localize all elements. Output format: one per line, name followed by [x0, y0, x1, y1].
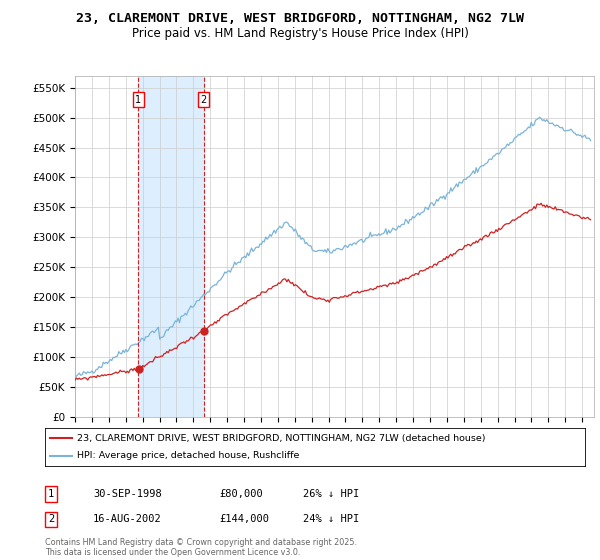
Text: £144,000: £144,000: [219, 514, 269, 524]
Text: Contains HM Land Registry data © Crown copyright and database right 2025.
This d: Contains HM Land Registry data © Crown c…: [45, 538, 357, 557]
Text: 16-AUG-2002: 16-AUG-2002: [93, 514, 162, 524]
Bar: [139, 76, 204, 417]
Text: HPI: Average price, detached house, Rushcliffe: HPI: Average price, detached house, Rush…: [77, 451, 300, 460]
Text: 2: 2: [48, 514, 54, 524]
Text: 1: 1: [136, 95, 142, 105]
Text: 23, CLAREMONT DRIVE, WEST BRIDGFORD, NOTTINGHAM, NG2 7LW (detached house): 23, CLAREMONT DRIVE, WEST BRIDGFORD, NOT…: [77, 433, 486, 442]
Text: 30-SEP-1998: 30-SEP-1998: [93, 489, 162, 499]
Text: 26% ↓ HPI: 26% ↓ HPI: [303, 489, 359, 499]
Text: £80,000: £80,000: [219, 489, 263, 499]
Text: Price paid vs. HM Land Registry's House Price Index (HPI): Price paid vs. HM Land Registry's House …: [131, 27, 469, 40]
Text: 24% ↓ HPI: 24% ↓ HPI: [303, 514, 359, 524]
Text: 1: 1: [48, 489, 54, 499]
Text: 23, CLAREMONT DRIVE, WEST BRIDGFORD, NOTTINGHAM, NG2 7LW: 23, CLAREMONT DRIVE, WEST BRIDGFORD, NOT…: [76, 12, 524, 25]
Text: 2: 2: [200, 95, 207, 105]
